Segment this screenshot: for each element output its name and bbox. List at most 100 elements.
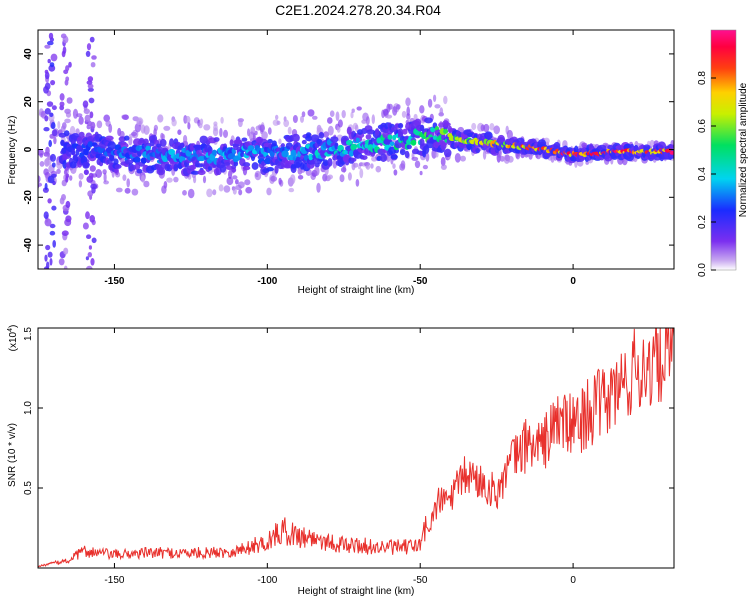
heatmap-cell-1101 <box>247 145 254 152</box>
heatmap-cell-116 <box>141 175 145 183</box>
heatmap-cell-163 <box>183 134 188 144</box>
heatmap-cell-76 <box>103 114 110 122</box>
heatmap-cell-889 <box>134 157 141 163</box>
heatmap-cell-1086 <box>241 137 248 142</box>
heatmap-cell-677 <box>65 173 70 179</box>
heatmap-cell-626 <box>51 205 57 211</box>
heatmap-cell-224 <box>238 181 245 189</box>
heatmap-cell-710 <box>82 222 89 230</box>
heatmap-cell-323 <box>329 110 335 117</box>
colorbar-tick-label-0: 0.0 <box>697 263 708 277</box>
heatmap-cell-334 <box>341 110 346 119</box>
heatmap-cell-79 <box>108 123 113 133</box>
colorbar-label: Normalized spectral amplitude <box>738 82 749 217</box>
heatmap-cell-467 <box>471 122 477 131</box>
heatmap-cell-1007 <box>197 169 206 176</box>
heatmap-cell-643 <box>49 112 54 118</box>
snr-panel: -150 -100 -50 0 0.5 1.0 1.5 Height of straigh… <box>7 325 675 597</box>
colorbar: 0.0 0.2 0.4 0.6 0.8 Normalized spectral ampl… <box>697 29 749 277</box>
heatmap-cell-48 <box>78 116 84 125</box>
heatmap-cell-407 <box>406 113 411 120</box>
heatmap-cell-1319 <box>365 134 372 140</box>
heatmap-cell-248 <box>259 124 265 133</box>
snr-plot-area <box>38 328 674 568</box>
heatmap-cell-835 <box>105 135 114 141</box>
heatmap-cell-721 <box>89 165 96 172</box>
heatmap-cell-141 <box>163 125 171 131</box>
snr-x-tick-label-0: -150 <box>104 575 124 586</box>
heatmap-cell-386 <box>388 103 393 110</box>
heatmap-cell-692 <box>59 93 65 101</box>
heatmap-cell-185 <box>202 175 207 184</box>
heatmap-cell-373 <box>375 165 382 173</box>
heatmap-cell-678 <box>63 169 68 175</box>
heatmap-cell-712 <box>89 215 95 223</box>
heatmap-cell-107 <box>130 131 138 137</box>
heatmap-cell-1508 <box>467 143 472 151</box>
heatmap-cell-649 <box>44 82 51 90</box>
heatmap-cell-1379 <box>398 122 404 129</box>
heatmap-cell-1215 <box>308 160 318 165</box>
heatmap-cell-23 <box>57 121 61 129</box>
heatmap-cell-1889 <box>669 150 674 155</box>
snr-x-ticks: -150 -100 -50 0 <box>104 328 576 586</box>
heatmap-cell-735 <box>82 100 89 108</box>
heatmap-cell-402 <box>405 97 411 107</box>
heatmap-cell-197 <box>212 127 219 137</box>
snr-series-line <box>38 328 674 568</box>
heatmap-cell-901 <box>140 157 147 164</box>
heatmap-cell-1395 <box>406 144 412 150</box>
heatmap-cell-646 <box>46 101 54 107</box>
heatmap-cell-272 <box>283 119 290 128</box>
heatmap-cell-1240 <box>322 159 329 166</box>
heatmap-cell-315 <box>323 131 330 138</box>
heatmap-cell-445 <box>443 95 448 105</box>
heatmap-cell-620 <box>52 240 56 248</box>
heatmap-cell-22 <box>56 168 61 174</box>
heatmap-cell-621 <box>49 230 56 236</box>
heatmap-cell-744 <box>86 43 92 51</box>
heatmap-cell-246 <box>261 131 268 140</box>
heatmap-cell-161 <box>182 190 187 196</box>
heatmap-cell-1 <box>38 175 41 183</box>
heatmap-cell-640 <box>43 127 50 132</box>
heatmap-cell-1260 <box>334 142 339 150</box>
heatmap-cell-653 <box>44 69 49 74</box>
heatmap-cell-801 <box>87 141 94 148</box>
heatmap-cell-618 <box>47 251 53 258</box>
heatmap-cell-1391 <box>404 150 410 159</box>
heatmap-cell-705 <box>85 256 89 261</box>
heatmap-cell-327 <box>335 111 340 121</box>
heatmap-cell-637 <box>48 139 52 148</box>
heatmap-cell-446 <box>440 164 447 171</box>
heatmap-cell-192 <box>212 189 217 196</box>
heatmap-panel: -150 -100 -50 0 -40 -20 0 20 40 Height of strai… <box>7 29 675 296</box>
heatmap-cell-707 <box>88 245 92 250</box>
heatmap-cell-365 <box>370 163 374 169</box>
heatmap-cell-46 <box>76 113 83 118</box>
heatmap-cell-1311 <box>361 155 368 161</box>
heatmap-cell-348 <box>354 124 359 132</box>
heatmap-blobs <box>38 32 674 269</box>
heatmap-cell-1160 <box>280 143 285 148</box>
heatmap-cell-657 <box>50 53 58 62</box>
snr-x-axis-label: Height of straight line (km) <box>298 586 415 597</box>
heatmap-cell-411 <box>413 113 418 121</box>
heatmap-cell-1405 <box>410 139 417 146</box>
heatmap-cell-293 <box>301 111 306 118</box>
heatmap-cell-709 <box>86 234 92 239</box>
heatmap-cell-264 <box>278 138 282 145</box>
heatmap-cell-1135 <box>266 167 274 172</box>
heatmap-cell-188 <box>206 188 213 198</box>
heatmap-cell-98 <box>123 114 129 120</box>
heatmap-cell-106 <box>131 188 139 196</box>
heatmap-cell-18 <box>53 136 57 145</box>
heatmap-cell-639 <box>51 129 58 137</box>
heatmap-y-tick-label-2: 0 <box>23 146 34 152</box>
heatmap-cell-319 <box>327 117 333 124</box>
heatmap-cell-237 <box>252 132 256 143</box>
heatmap-cell-480 <box>489 123 495 131</box>
heatmap-cell-359 <box>361 119 367 124</box>
heatmap-cell-266 <box>278 177 282 185</box>
heatmap-cell-228 <box>244 179 251 186</box>
